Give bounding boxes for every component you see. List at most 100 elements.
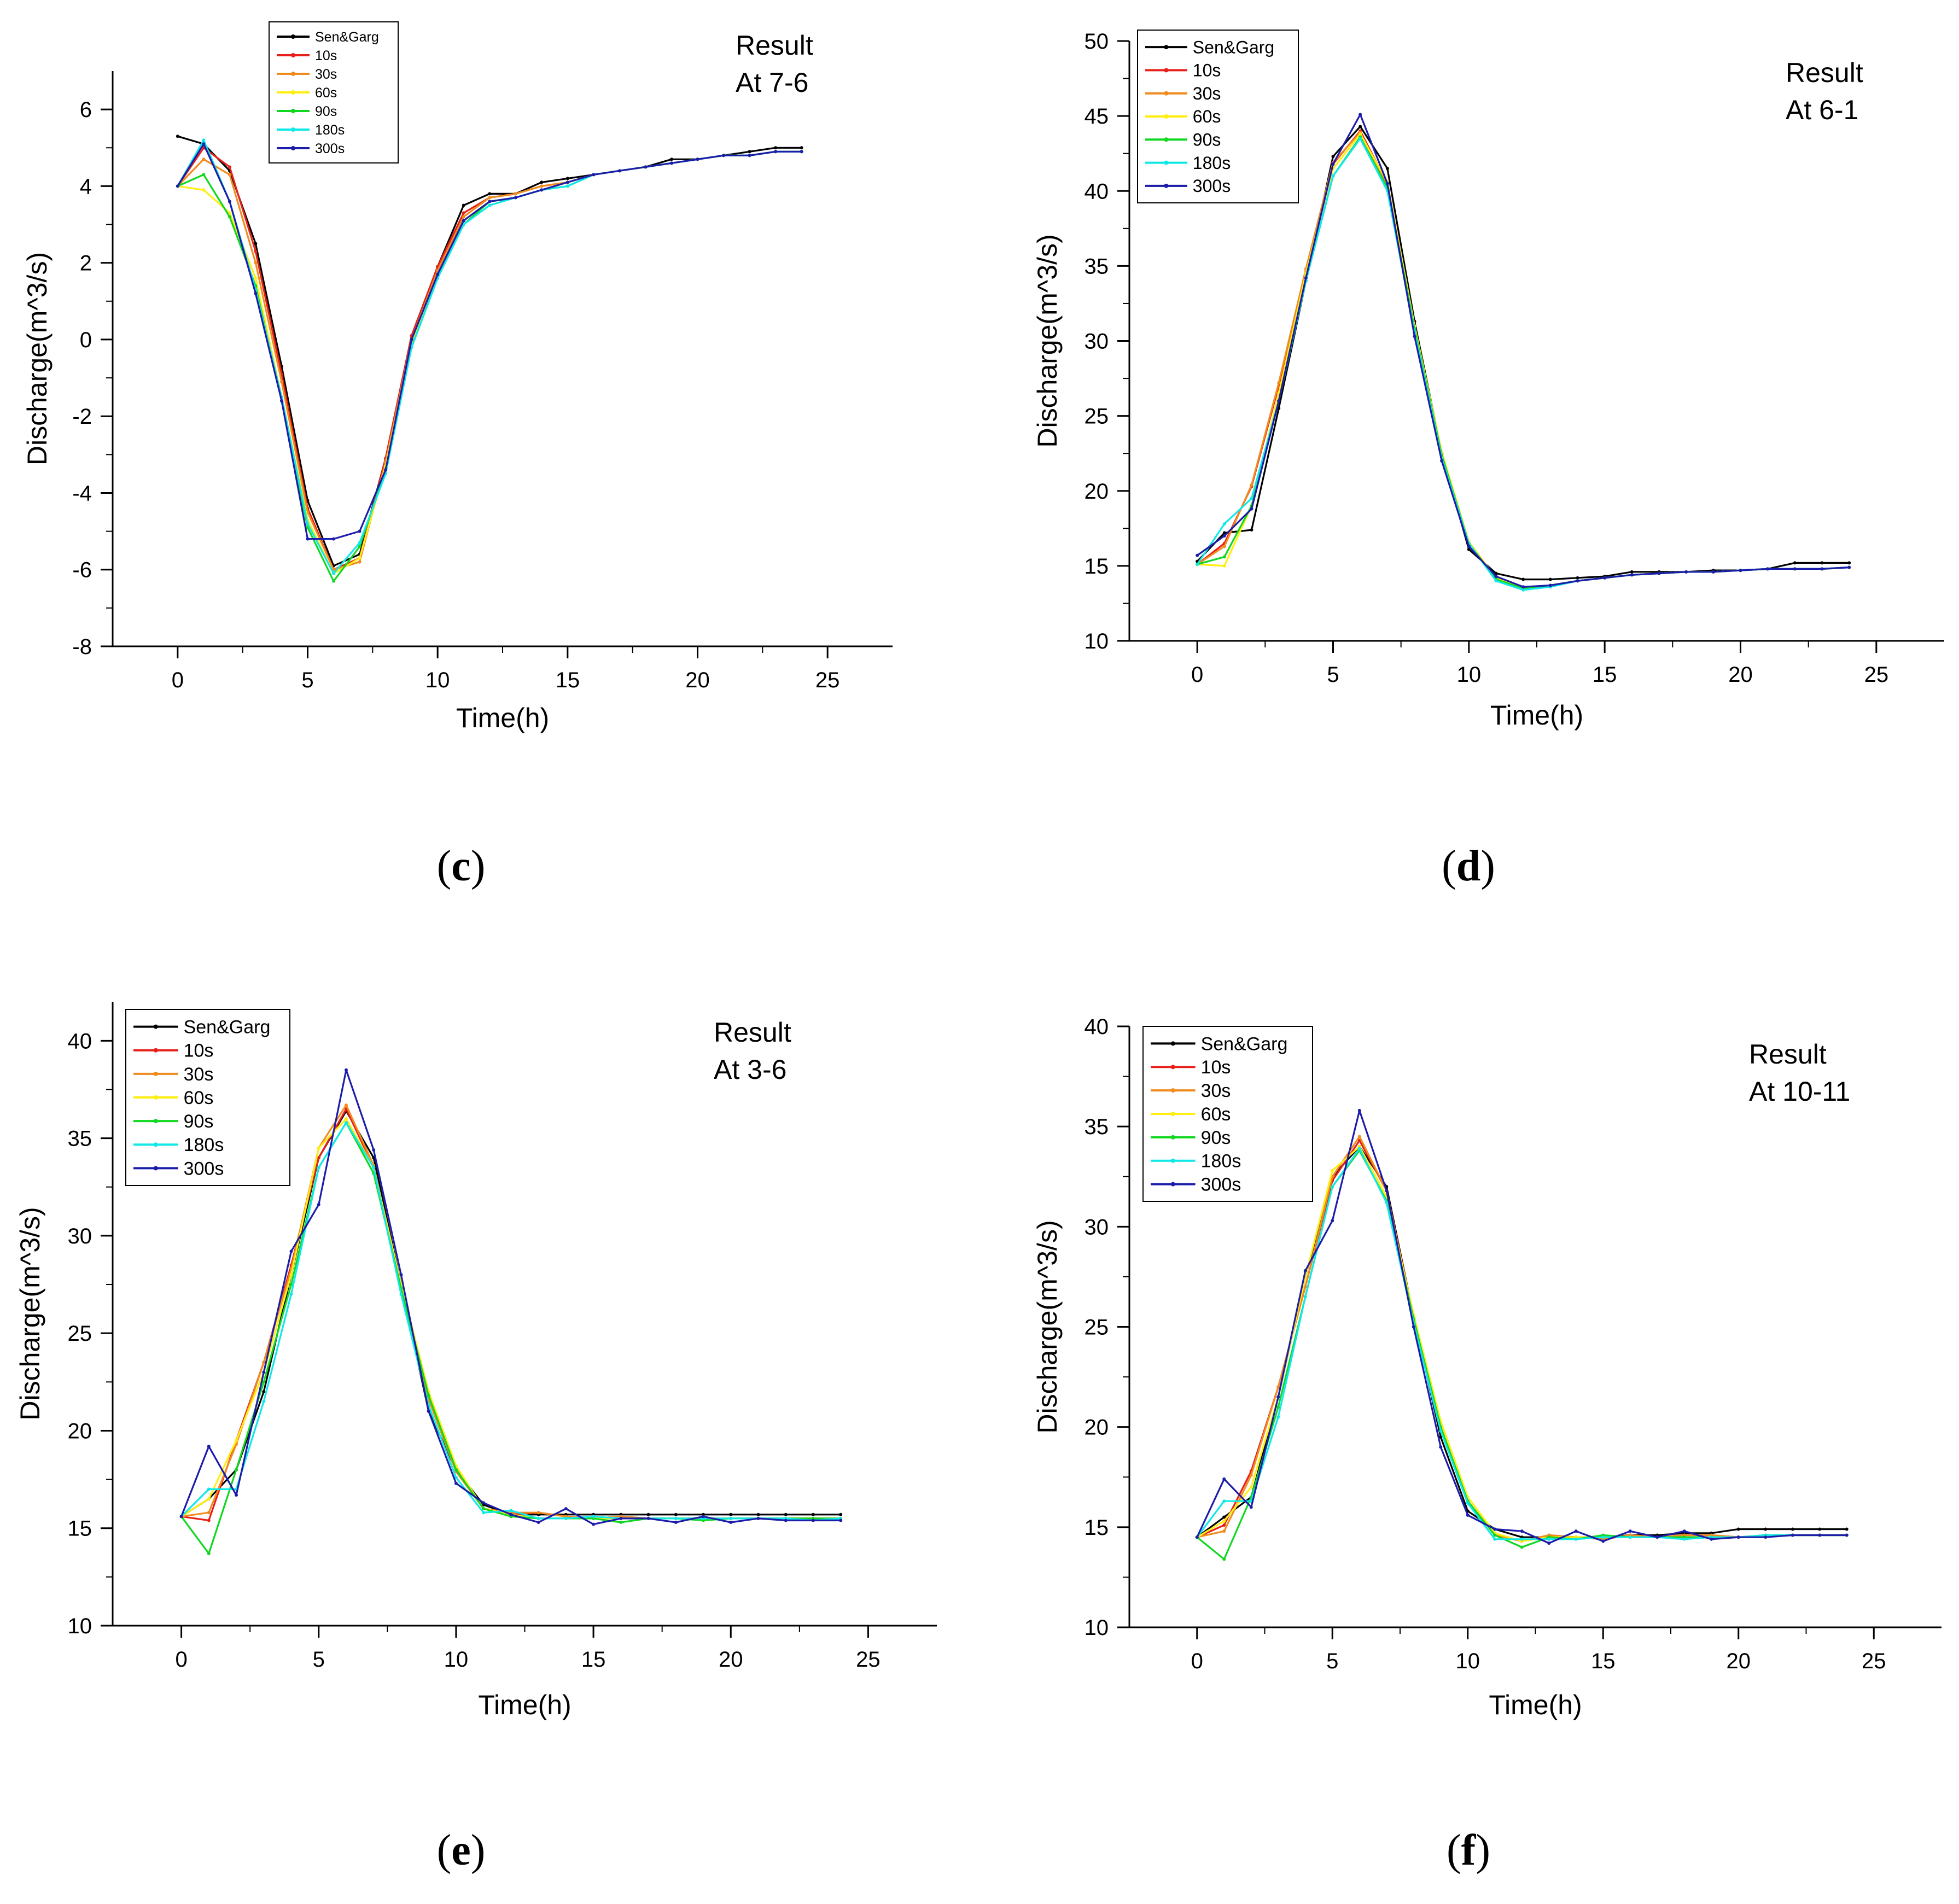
caption-paren: ) (1480, 842, 1495, 890)
y-tick-label: 30 (68, 1224, 92, 1248)
data-point (1467, 545, 1471, 548)
legend-marker (291, 146, 295, 150)
legend-label: 10s (1193, 61, 1221, 80)
data-point (1222, 1557, 1226, 1561)
y-tick-label: 2 (80, 252, 92, 276)
data-point (1520, 1545, 1524, 1549)
data-point (1711, 570, 1715, 574)
data-point (537, 1521, 540, 1525)
series-line-90s (1196, 1149, 1847, 1560)
y-tick-label: 30 (1085, 330, 1109, 354)
data-point (262, 1360, 266, 1364)
data-point (1818, 1533, 1822, 1537)
y-tick-label: 6 (80, 98, 92, 122)
data-point (1303, 1285, 1307, 1289)
x-tick-label: 0 (175, 1648, 187, 1672)
legend-label: 90s (184, 1111, 214, 1132)
caption-paren: ( (437, 1826, 452, 1874)
data-point (488, 203, 492, 207)
data-point (454, 1481, 458, 1485)
data-point (537, 1511, 540, 1515)
y-tick-label: 35 (1085, 254, 1109, 278)
data-point (1440, 459, 1444, 463)
legend-label: 30s (1193, 84, 1221, 103)
data-point (674, 1512, 678, 1516)
x-tick-label: 5 (313, 1648, 325, 1672)
data-point (1739, 569, 1742, 573)
caption-paren: ) (471, 1826, 486, 1874)
data-point (289, 1273, 293, 1277)
data-point (1493, 1533, 1497, 1537)
data-point (228, 173, 231, 177)
data-point (729, 1512, 733, 1516)
data-point (1521, 577, 1525, 581)
data-point (1303, 1269, 1307, 1272)
data-point (1547, 1541, 1551, 1545)
data-point (1359, 132, 1362, 136)
data-point (1628, 1529, 1632, 1533)
data-point (1710, 1537, 1713, 1541)
data-point (729, 1521, 733, 1525)
data-point (254, 291, 258, 295)
data-point (488, 192, 492, 196)
data-point (514, 196, 517, 200)
legend-marker (291, 127, 295, 132)
data-point (1385, 182, 1389, 185)
data-point (262, 1380, 266, 1384)
data-point (1385, 1201, 1389, 1205)
data-point (1249, 1485, 1253, 1489)
caption-paren: ) (471, 842, 486, 890)
y-tick-label: 15 (68, 1517, 92, 1541)
data-point (1331, 162, 1335, 166)
data-point (207, 1518, 211, 1522)
data-point (1413, 335, 1416, 338)
data-point (1276, 1385, 1280, 1389)
series-line-300s (177, 143, 802, 540)
y-tick-label: 0 (80, 328, 92, 352)
legend-label: 10s (184, 1041, 214, 1061)
data-point (202, 142, 206, 146)
caption-paren: ( (437, 842, 452, 890)
legend-label: Sen&Garg (1193, 37, 1274, 57)
x-tick-label: 20 (1728, 663, 1753, 687)
caption-letter: c (451, 842, 471, 890)
data-point (748, 150, 751, 154)
legend-label: 90s (315, 104, 337, 119)
data-point (729, 1516, 733, 1520)
y-tick-label: 40 (68, 1029, 92, 1053)
data-point (262, 1390, 266, 1394)
data-point (1222, 555, 1226, 559)
data-point (436, 272, 440, 276)
chart-title-line: Result (714, 1017, 791, 1048)
x-tick-label: 10 (444, 1648, 469, 1672)
data-point (565, 177, 569, 180)
data-point (839, 1512, 843, 1516)
data-point (1195, 1535, 1199, 1539)
y-tick-label: 20 (68, 1419, 92, 1443)
x-tick-label: 5 (301, 668, 313, 692)
data-point (1630, 570, 1634, 574)
data-point (344, 1121, 348, 1125)
data-point (332, 537, 336, 541)
data-point (537, 1516, 540, 1520)
y-tick-label: 4 (80, 174, 92, 198)
x-axis-label: Time(h) (1490, 700, 1583, 731)
y-axis-label: Discharge(m^3/s) (1032, 1220, 1063, 1433)
data-point (540, 184, 544, 188)
legend-marker (153, 1048, 158, 1053)
data-point (332, 579, 336, 583)
y-tick-label: -2 (72, 405, 92, 429)
caption-paren: ) (1476, 1826, 1490, 1874)
data-point (1521, 585, 1525, 589)
data-point (509, 1509, 513, 1512)
chart-title-line: At 3-6 (714, 1054, 786, 1085)
data-point (1628, 1535, 1632, 1539)
data-point (179, 1515, 183, 1518)
data-point (1277, 381, 1281, 385)
data-point (1331, 1219, 1334, 1223)
y-tick-label: 40 (1085, 1015, 1109, 1039)
chart-title-line: Result (1749, 1039, 1827, 1070)
legend-label: Sen&Garg (315, 30, 379, 45)
data-point (1793, 567, 1797, 571)
data-point (1847, 565, 1851, 569)
